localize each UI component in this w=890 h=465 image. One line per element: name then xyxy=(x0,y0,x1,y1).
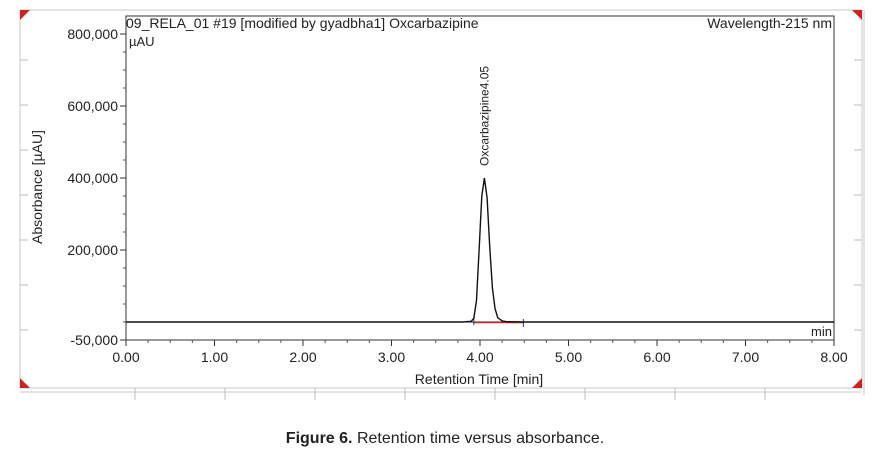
peak-label: Oxcarbazipine4.05 xyxy=(477,66,491,166)
x-unit-label: min xyxy=(811,324,832,339)
y-tick-label: 600,000 xyxy=(67,98,118,114)
y-tick-label: 200,000 xyxy=(67,242,118,258)
y-tick-label: 800,000 xyxy=(67,26,118,42)
plot-area xyxy=(125,15,835,341)
y-tick-label: -50,000 xyxy=(71,332,119,348)
chromatogram-trace xyxy=(126,177,834,323)
x-tick-label: 6.00 xyxy=(643,349,670,365)
x-tick-label: 2.00 xyxy=(289,349,316,365)
corner-marker-bottom-left xyxy=(20,378,30,388)
x-axis-ticks: 0.00 1.00 2.00 3.00 4.00 5.00 6.00 7.00 8.00 xyxy=(112,340,848,365)
y-axis-ticks: -50,000 200,000 400,000 600,000 800,000 xyxy=(67,26,126,348)
wavelength-label: Wavelength-215 nm xyxy=(707,15,832,31)
x-axis-title: Retention Time [min] xyxy=(415,371,543,387)
chromatogram-chart: 09_RELA_01 #19 [modified by gyadbha1] Ox… xyxy=(19,9,865,400)
figure-caption-text: Retention time versus absorbance. xyxy=(356,430,605,447)
x-tick-label: 8.00 xyxy=(820,349,847,365)
x-tick-label: 3.00 xyxy=(378,349,405,365)
x-tick-label: 5.00 xyxy=(555,349,582,365)
x-tick-label: 4.00 xyxy=(466,349,493,365)
figure-caption: Figure 6. Retention time versus absorban… xyxy=(0,430,890,448)
figure-caption-label: Figure 6. xyxy=(285,430,353,447)
y-tick-label: 400,000 xyxy=(67,170,118,186)
y-axis-title: Absorbance [µAU] xyxy=(29,130,45,244)
outer-frame xyxy=(19,9,865,395)
y-unit-label: µAU xyxy=(129,34,155,49)
x-tick-label: 7.00 xyxy=(732,349,759,365)
corner-marker-top-right xyxy=(852,10,862,20)
outer-frame-ticks xyxy=(20,59,862,400)
chart-title: 09_RELA_01 #19 [modified by gyadbha1] Ox… xyxy=(126,15,479,31)
x-tick-label: 1.00 xyxy=(201,349,228,365)
corner-marker-top-left xyxy=(20,10,30,20)
x-tick-label: 0.00 xyxy=(112,349,139,365)
corner-marker-bottom-right xyxy=(852,378,862,388)
